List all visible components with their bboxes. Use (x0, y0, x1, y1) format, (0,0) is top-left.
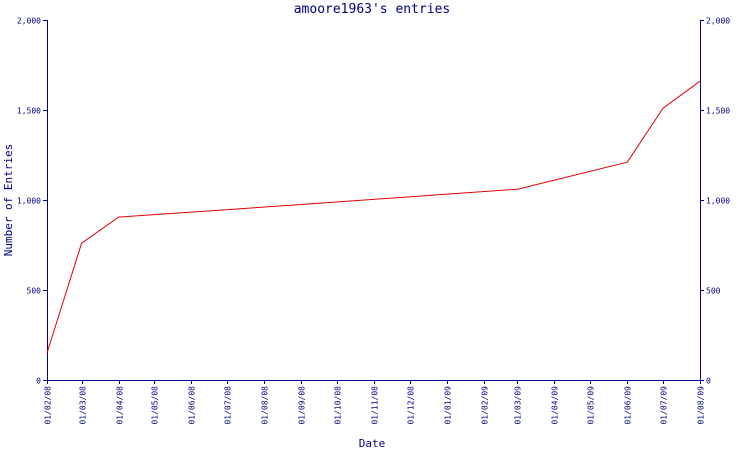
x-tick-label: 01/08/08 (261, 386, 270, 425)
x-tick-label: 01/03/09 (514, 386, 523, 425)
x-tick-label: 01/03/08 (79, 386, 88, 425)
y-tick-label-right: 0 (706, 377, 711, 386)
x-tick-label: 01/11/08 (371, 386, 380, 425)
y-tick-label-left: 2,000 (17, 17, 41, 26)
chart-axes (47, 20, 701, 381)
chart-title: amoore1963's entries (294, 2, 451, 17)
x-tick-label: 01/12/08 (407, 386, 416, 425)
y-tick-label-left: 1,500 (17, 107, 41, 116)
x-tick-label: 01/09/08 (298, 386, 307, 425)
x-tick-label: 01/04/08 (116, 386, 125, 425)
y-tick-label-right: 1,000 (706, 197, 730, 206)
x-tick-label: 01/08/09 (697, 386, 706, 425)
y-tick-label-right: 500 (706, 287, 721, 296)
y-tick-label-right: 2,000 (706, 17, 730, 26)
y-ticks-right: 0 500 1,000 1,500 2,000 (700, 17, 730, 386)
x-tick-label: 01/02/09 (481, 386, 490, 425)
x-tick-label: 01/07/08 (224, 386, 233, 425)
y-ticks-left: 0 500 1,000 1,500 2,000 (17, 17, 47, 386)
y-tick-label-left: 500 (27, 287, 42, 296)
x-tick-label: 01/04/09 (551, 386, 560, 425)
x-tick-label: 01/06/09 (624, 386, 633, 425)
y-tick-label-left: 1,000 (17, 197, 41, 206)
x-tick-label: 01/10/08 (334, 386, 343, 425)
y-tick-label-right: 1,500 (706, 107, 730, 116)
entries-series-line (46, 80, 701, 354)
series-group (46, 80, 701, 354)
y-axis-label: Number of Entries (2, 144, 15, 257)
x-tick-label: 01/05/08 (151, 386, 160, 425)
x-tick-label: 01/07/09 (660, 386, 669, 425)
x-tick-label: 01/02/08 (44, 386, 53, 425)
x-axis-label: Date (359, 437, 386, 450)
x-tick-label: 01/01/09 (444, 386, 453, 425)
plot-frame (47, 20, 701, 381)
x-ticks: 01/02/08 01/03/08 01/04/08 01/05/08 01/06/08… (44, 380, 706, 425)
x-tick-label: 01/05/09 (587, 386, 596, 425)
y-tick-label-left: 0 (36, 377, 41, 386)
x-tick-label: 01/06/08 (188, 386, 197, 425)
